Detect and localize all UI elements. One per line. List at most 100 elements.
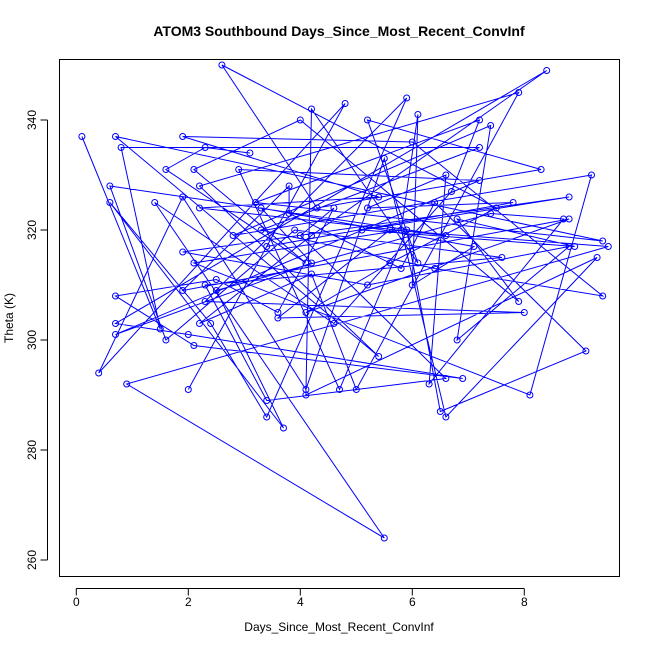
data-point xyxy=(408,138,416,146)
data-point xyxy=(285,210,293,217)
y-axis: 260 280 300 320 340 xyxy=(25,110,48,570)
data-point xyxy=(341,100,349,107)
y-axis-label: Theta (K) xyxy=(2,293,16,343)
data-point xyxy=(571,243,579,250)
y-tick-label: 300 xyxy=(25,330,39,350)
data-point xyxy=(599,292,607,300)
data-point xyxy=(358,226,366,234)
data-point xyxy=(509,199,517,206)
data-point xyxy=(364,281,371,289)
data-point xyxy=(397,226,405,234)
data-point xyxy=(476,144,483,151)
data-point xyxy=(330,204,338,212)
data-point xyxy=(263,397,271,404)
y-tick-label: 320 xyxy=(25,220,39,240)
data-point xyxy=(476,116,483,124)
data-point xyxy=(453,215,461,223)
data-point xyxy=(593,254,601,261)
data-point xyxy=(515,298,523,305)
data-point xyxy=(336,386,343,393)
x-axis-label: Days_Since_Most_Recent_ConvInf xyxy=(244,620,434,634)
data-point xyxy=(302,309,310,316)
data-point xyxy=(184,386,192,393)
data-point xyxy=(162,336,170,344)
data-point xyxy=(302,259,310,267)
data-point xyxy=(386,259,394,267)
data-point xyxy=(112,320,119,327)
data-point xyxy=(330,320,338,327)
data-point xyxy=(364,204,371,212)
data-point xyxy=(442,413,450,421)
data-point xyxy=(397,265,405,272)
data-point xyxy=(179,287,187,294)
data-point xyxy=(487,122,495,129)
x-tick-label: 6 xyxy=(409,595,416,609)
data-point xyxy=(487,210,495,217)
data-point xyxy=(599,237,607,245)
data-point xyxy=(425,380,433,388)
data-point xyxy=(448,188,455,195)
data-point xyxy=(263,413,271,421)
x-tick-label: 4 xyxy=(297,595,304,609)
data-point xyxy=(218,61,226,69)
data-point xyxy=(453,336,461,344)
data-point xyxy=(604,243,612,250)
data-point xyxy=(408,281,416,289)
chart-title: ATOM3 Southbound Days_Since_Most_Recent_… xyxy=(153,23,525,39)
data-point xyxy=(442,232,450,239)
data-point xyxy=(285,182,293,190)
data-point xyxy=(588,171,595,179)
data-point xyxy=(459,375,467,382)
data-point xyxy=(207,320,215,327)
data-point xyxy=(201,281,209,289)
y-tick-label: 340 xyxy=(25,110,39,130)
data-point xyxy=(257,204,265,212)
data-point xyxy=(179,248,187,256)
data-point xyxy=(364,116,371,124)
data-point xyxy=(117,144,125,151)
data-point xyxy=(526,391,534,399)
data-point xyxy=(296,232,304,239)
data-point xyxy=(184,331,192,338)
data-point xyxy=(190,342,198,349)
data-point xyxy=(179,133,187,140)
data-point xyxy=(112,331,119,338)
data-point xyxy=(179,193,187,201)
data-point xyxy=(308,232,315,239)
data-point xyxy=(196,320,203,327)
data-point xyxy=(470,243,478,250)
data-point xyxy=(520,309,528,316)
data-point xyxy=(263,243,271,250)
x-tick-label: 8 xyxy=(521,595,528,609)
y-tick-label: 260 xyxy=(25,550,39,570)
data-point xyxy=(196,204,203,212)
data-point xyxy=(296,116,304,124)
data-point xyxy=(123,380,131,388)
data-point xyxy=(414,259,422,267)
data-point xyxy=(308,105,315,113)
data-point xyxy=(565,215,573,223)
data-point xyxy=(375,193,383,201)
data-point xyxy=(291,226,299,234)
data-point xyxy=(190,259,198,267)
data-point xyxy=(380,534,388,542)
data-point xyxy=(414,111,422,118)
data-point xyxy=(431,199,439,206)
data-point xyxy=(436,408,444,415)
data-point xyxy=(492,204,500,212)
data-point xyxy=(151,199,159,206)
series-line xyxy=(81,64,609,539)
data-point xyxy=(112,133,119,140)
data-point xyxy=(302,391,310,399)
data-point xyxy=(112,292,119,300)
data-point xyxy=(106,199,114,206)
data-point xyxy=(252,199,259,206)
data-point xyxy=(537,166,545,173)
data-point xyxy=(246,149,254,157)
data-point xyxy=(352,386,360,393)
data-point xyxy=(78,133,86,140)
data-point xyxy=(274,314,282,322)
data-point xyxy=(515,89,523,96)
data-point xyxy=(212,287,220,294)
